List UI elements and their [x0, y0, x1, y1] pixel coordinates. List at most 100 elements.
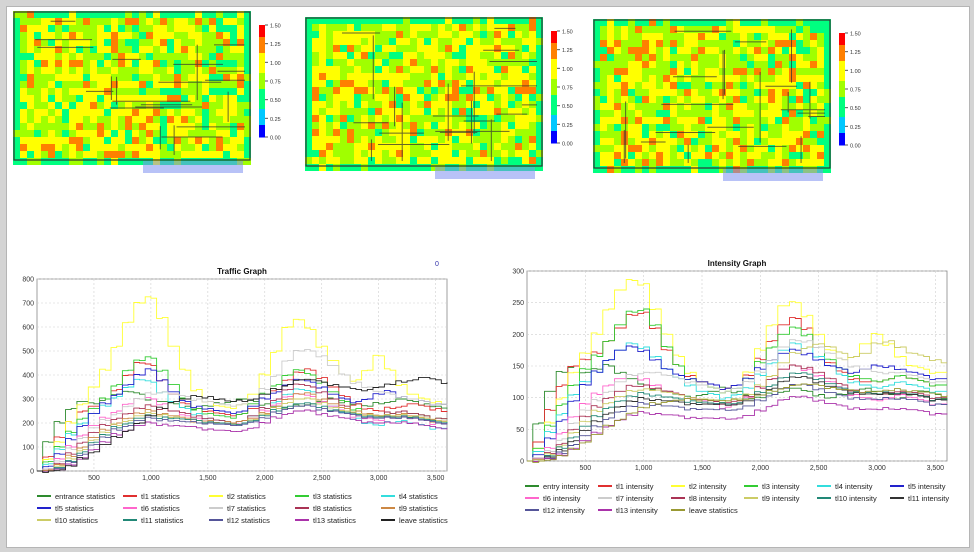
- heat-cell: [69, 67, 76, 74]
- heat-cell: [593, 54, 600, 61]
- heat-cell: [118, 123, 125, 130]
- colorbar-segment: [839, 65, 845, 70]
- heat-cell: [529, 87, 536, 94]
- heat-cell: [361, 115, 368, 122]
- heat-cell: [223, 144, 230, 151]
- chart-title: Traffic Graph: [217, 267, 267, 276]
- heat-cell: [698, 40, 705, 47]
- heat-cell: [132, 18, 139, 25]
- heat-cell: [181, 67, 188, 74]
- heat-cell: [153, 116, 160, 123]
- heat-cell: [417, 80, 424, 87]
- heat-cell: [396, 31, 403, 38]
- heat-cell: [480, 136, 487, 143]
- heat-cell: [104, 25, 111, 32]
- heat-cell: [705, 103, 712, 110]
- heat-cell: [160, 88, 167, 95]
- heat-cell: [340, 136, 347, 143]
- heat-cell: [775, 54, 782, 61]
- heat-cell: [824, 89, 831, 96]
- heat-cell: [181, 32, 188, 39]
- heat-cell: [118, 109, 125, 116]
- heat-cell: [160, 60, 167, 67]
- heat-cell: [501, 101, 508, 108]
- heat-cell: [340, 38, 347, 45]
- heat-cell: [139, 123, 146, 130]
- heat-cell: [361, 24, 368, 31]
- heat-cell: [209, 144, 216, 151]
- y-tick-label: 300: [512, 269, 524, 276]
- heat-cell: [663, 166, 670, 173]
- heat-cell: [445, 52, 452, 59]
- heat-cell: [202, 32, 209, 39]
- heat-cell: [473, 136, 480, 143]
- heat-cell: [382, 38, 389, 45]
- heat-cell: [782, 54, 789, 61]
- heat-cell: [244, 88, 251, 95]
- heat-cell: [403, 24, 410, 31]
- heat-cell: [181, 109, 188, 116]
- colorbar-segment: [839, 117, 845, 122]
- heat-cell: [712, 19, 719, 26]
- heat-cell: [515, 115, 522, 122]
- heat-cell: [382, 136, 389, 143]
- legend-label: tl12 intensity: [543, 505, 585, 515]
- heat-cell: [649, 110, 656, 117]
- heat-cell: [27, 137, 34, 144]
- heat-cell: [305, 122, 312, 129]
- heat-cell: [139, 11, 146, 18]
- heat-cell: [775, 75, 782, 82]
- heat-cell: [382, 108, 389, 115]
- heat-cell: [361, 87, 368, 94]
- heat-cell: [607, 33, 614, 40]
- heat-cell: [733, 103, 740, 110]
- heat-cell: [382, 17, 389, 24]
- heat-cell: [237, 39, 244, 46]
- heat-cell: [431, 87, 438, 94]
- heat-cell: [244, 116, 251, 123]
- heat-cell: [768, 75, 775, 82]
- heat-cell: [761, 26, 768, 33]
- heat-cell: [494, 157, 501, 164]
- heat-cell: [354, 122, 361, 129]
- heat-cell: [209, 151, 216, 158]
- heat-cell: [202, 11, 209, 18]
- heat-cell: [69, 25, 76, 32]
- heat-cell: [139, 137, 146, 144]
- heat-cell: [803, 124, 810, 131]
- heat-cell: [522, 94, 529, 101]
- heat-cell: [146, 123, 153, 130]
- heat-cell: [69, 109, 76, 116]
- heat-cell: [536, 59, 543, 66]
- heat-cell: [473, 59, 480, 66]
- heat-cell: [403, 80, 410, 87]
- heatmap-grid: [305, 17, 543, 171]
- traffic-graph: Traffic Graph 500 1,000 1,500 2,000 2,500 3,00…: [11, 265, 451, 485]
- heat-cell: [824, 68, 831, 75]
- heat-cell: [817, 19, 824, 26]
- heat-cell: [237, 88, 244, 95]
- heat-cell: [90, 158, 97, 165]
- heat-cell: [635, 103, 642, 110]
- heat-cell: [319, 59, 326, 66]
- heat-cell: [209, 53, 216, 60]
- heat-cell: [775, 110, 782, 117]
- heat-cell: [768, 40, 775, 47]
- heat-cell: [417, 164, 424, 171]
- heat-cell: [536, 24, 543, 31]
- heat-cell: [104, 144, 111, 151]
- heat-cell: [733, 131, 740, 138]
- heat-cell: [796, 117, 803, 124]
- heat-cell: [782, 96, 789, 103]
- heat-cell: [403, 150, 410, 157]
- heat-cell: [691, 103, 698, 110]
- heat-cell: [593, 117, 600, 124]
- heat-cell: [782, 26, 789, 33]
- heat-cell: [181, 116, 188, 123]
- heat-cell: [326, 31, 333, 38]
- heat-cell: [326, 136, 333, 143]
- heat-cell: [368, 45, 375, 52]
- heat-cell: [803, 61, 810, 68]
- heat-cell: [473, 38, 480, 45]
- heat-cell: [803, 152, 810, 159]
